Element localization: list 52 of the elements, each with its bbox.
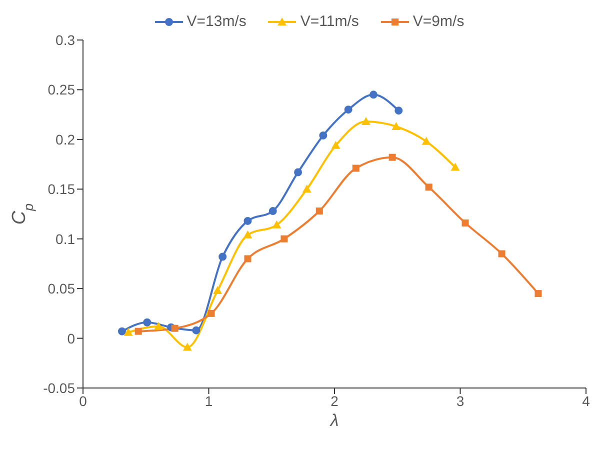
y-tick-label: 0.15 — [48, 181, 76, 198]
point — [361, 117, 370, 126]
point — [425, 184, 432, 191]
point — [319, 131, 328, 140]
point — [154, 322, 163, 330]
point — [344, 106, 352, 114]
point — [244, 216, 252, 225]
legend-label: V=13m/s — [186, 13, 246, 30]
point — [422, 136, 431, 145]
point — [352, 164, 360, 172]
point — [268, 207, 277, 216]
x-tick-label: 4 — [582, 392, 590, 409]
x-tick-label: 0 — [79, 392, 88, 409]
x-tick-label: 2 — [330, 392, 339, 409]
point — [302, 184, 312, 193]
point — [534, 290, 542, 298]
point — [498, 250, 506, 258]
point — [244, 255, 252, 262]
point — [450, 162, 460, 171]
legend-label: V=9m/s — [412, 13, 464, 30]
x-tick-label: 3 — [456, 392, 464, 409]
point — [134, 328, 142, 335]
point — [280, 235, 288, 242]
point — [182, 342, 192, 351]
point — [294, 168, 302, 176]
y-tick-label: -0.05 — [43, 380, 76, 396]
point — [462, 219, 469, 226]
y-tick-label: 0.1 — [56, 230, 76, 247]
point — [218, 252, 227, 261]
y-tick-label: 0.25 — [48, 82, 76, 98]
y-tick-label: 0.3 — [56, 32, 76, 48]
point — [272, 220, 282, 228]
point — [369, 90, 378, 99]
point — [213, 286, 222, 294]
point — [171, 324, 178, 332]
y-tick-label: 0.05 — [48, 280, 76, 297]
point — [388, 154, 396, 161]
x-axis-title: λ — [329, 411, 339, 430]
point — [124, 328, 133, 336]
y-tick-label: 0 — [67, 330, 76, 346]
point — [394, 106, 403, 115]
point — [208, 310, 215, 317]
point — [331, 140, 340, 149]
point — [243, 230, 252, 238]
y-tick-label: 0.2 — [56, 131, 76, 148]
point — [143, 318, 152, 326]
point — [192, 326, 200, 334]
point — [118, 327, 126, 336]
legend-label: V=11m/s — [299, 13, 359, 30]
x-tick-label: 1 — [204, 392, 213, 409]
point — [316, 208, 323, 215]
point — [392, 122, 401, 130]
